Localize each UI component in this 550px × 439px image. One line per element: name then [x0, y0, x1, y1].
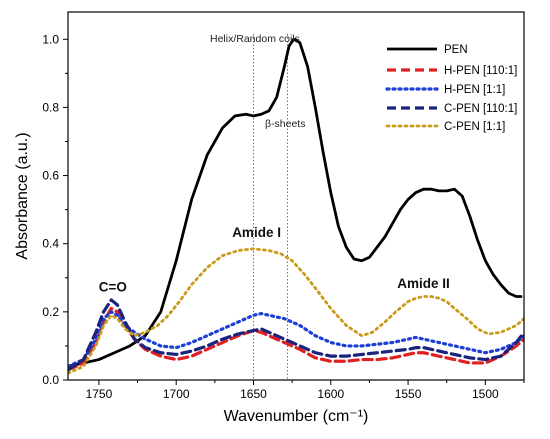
series-line-3: [68, 298, 524, 372]
y-tick-label: 0.8: [42, 100, 59, 114]
annotation-amide-1: Amide I: [232, 225, 281, 240]
x-axis-title: Wavenumber (cm⁻¹): [224, 408, 369, 425]
y-tick-label: 1.0: [42, 32, 59, 46]
axis-ticks: 1750 1700 1650 1600 1550 1500 0.0 0.2 0.4 0.6 0.8 1…: [42, 32, 525, 401]
legend-label-c-pen-1: C-PEN [1:1]: [444, 121, 505, 133]
legend-label-h-pen-110: H-PEN [110:1]: [444, 65, 517, 77]
y-tick-label: 0.4: [42, 237, 59, 251]
x-tick-label: 1600: [317, 387, 344, 401]
annotation-amide-2: Amide II: [397, 276, 450, 291]
y-axis-title: Absorbance (a.u.): [14, 132, 31, 259]
x-tick-label: 1550: [395, 387, 422, 401]
y-tick-label: 0.0: [42, 373, 59, 387]
vline-label-helix: Helix/Random coils: [210, 33, 300, 45]
x-tick-label: 1500: [472, 387, 499, 401]
legend-label-c-pen-110: C-PEN [110:1]: [444, 103, 517, 115]
annotation-carbonyl: C=O: [99, 279, 127, 294]
reference-lines: [253, 34, 288, 380]
vline-label-beta: β-sheets: [265, 118, 305, 130]
x-tick-label: 1650: [240, 387, 267, 401]
y-tick-label: 0.2: [42, 305, 59, 319]
legend-label-h-pen-1: H-PEN [1:1]: [444, 84, 505, 96]
series-line-0: [68, 37, 523, 368]
legend: PEN H-PEN [110:1] H-PEN [1:1] C-PEN [110…: [385, 44, 517, 133]
y-tick-label: 0.6: [42, 169, 59, 183]
legend-label-pen: PEN: [444, 44, 468, 56]
plot-frame: [67, 11, 525, 381]
x-tick-label: 1700: [163, 387, 190, 401]
x-tick-label: 1750: [86, 387, 113, 401]
series-line-4: [68, 247, 524, 375]
series-lines: [68, 37, 524, 375]
